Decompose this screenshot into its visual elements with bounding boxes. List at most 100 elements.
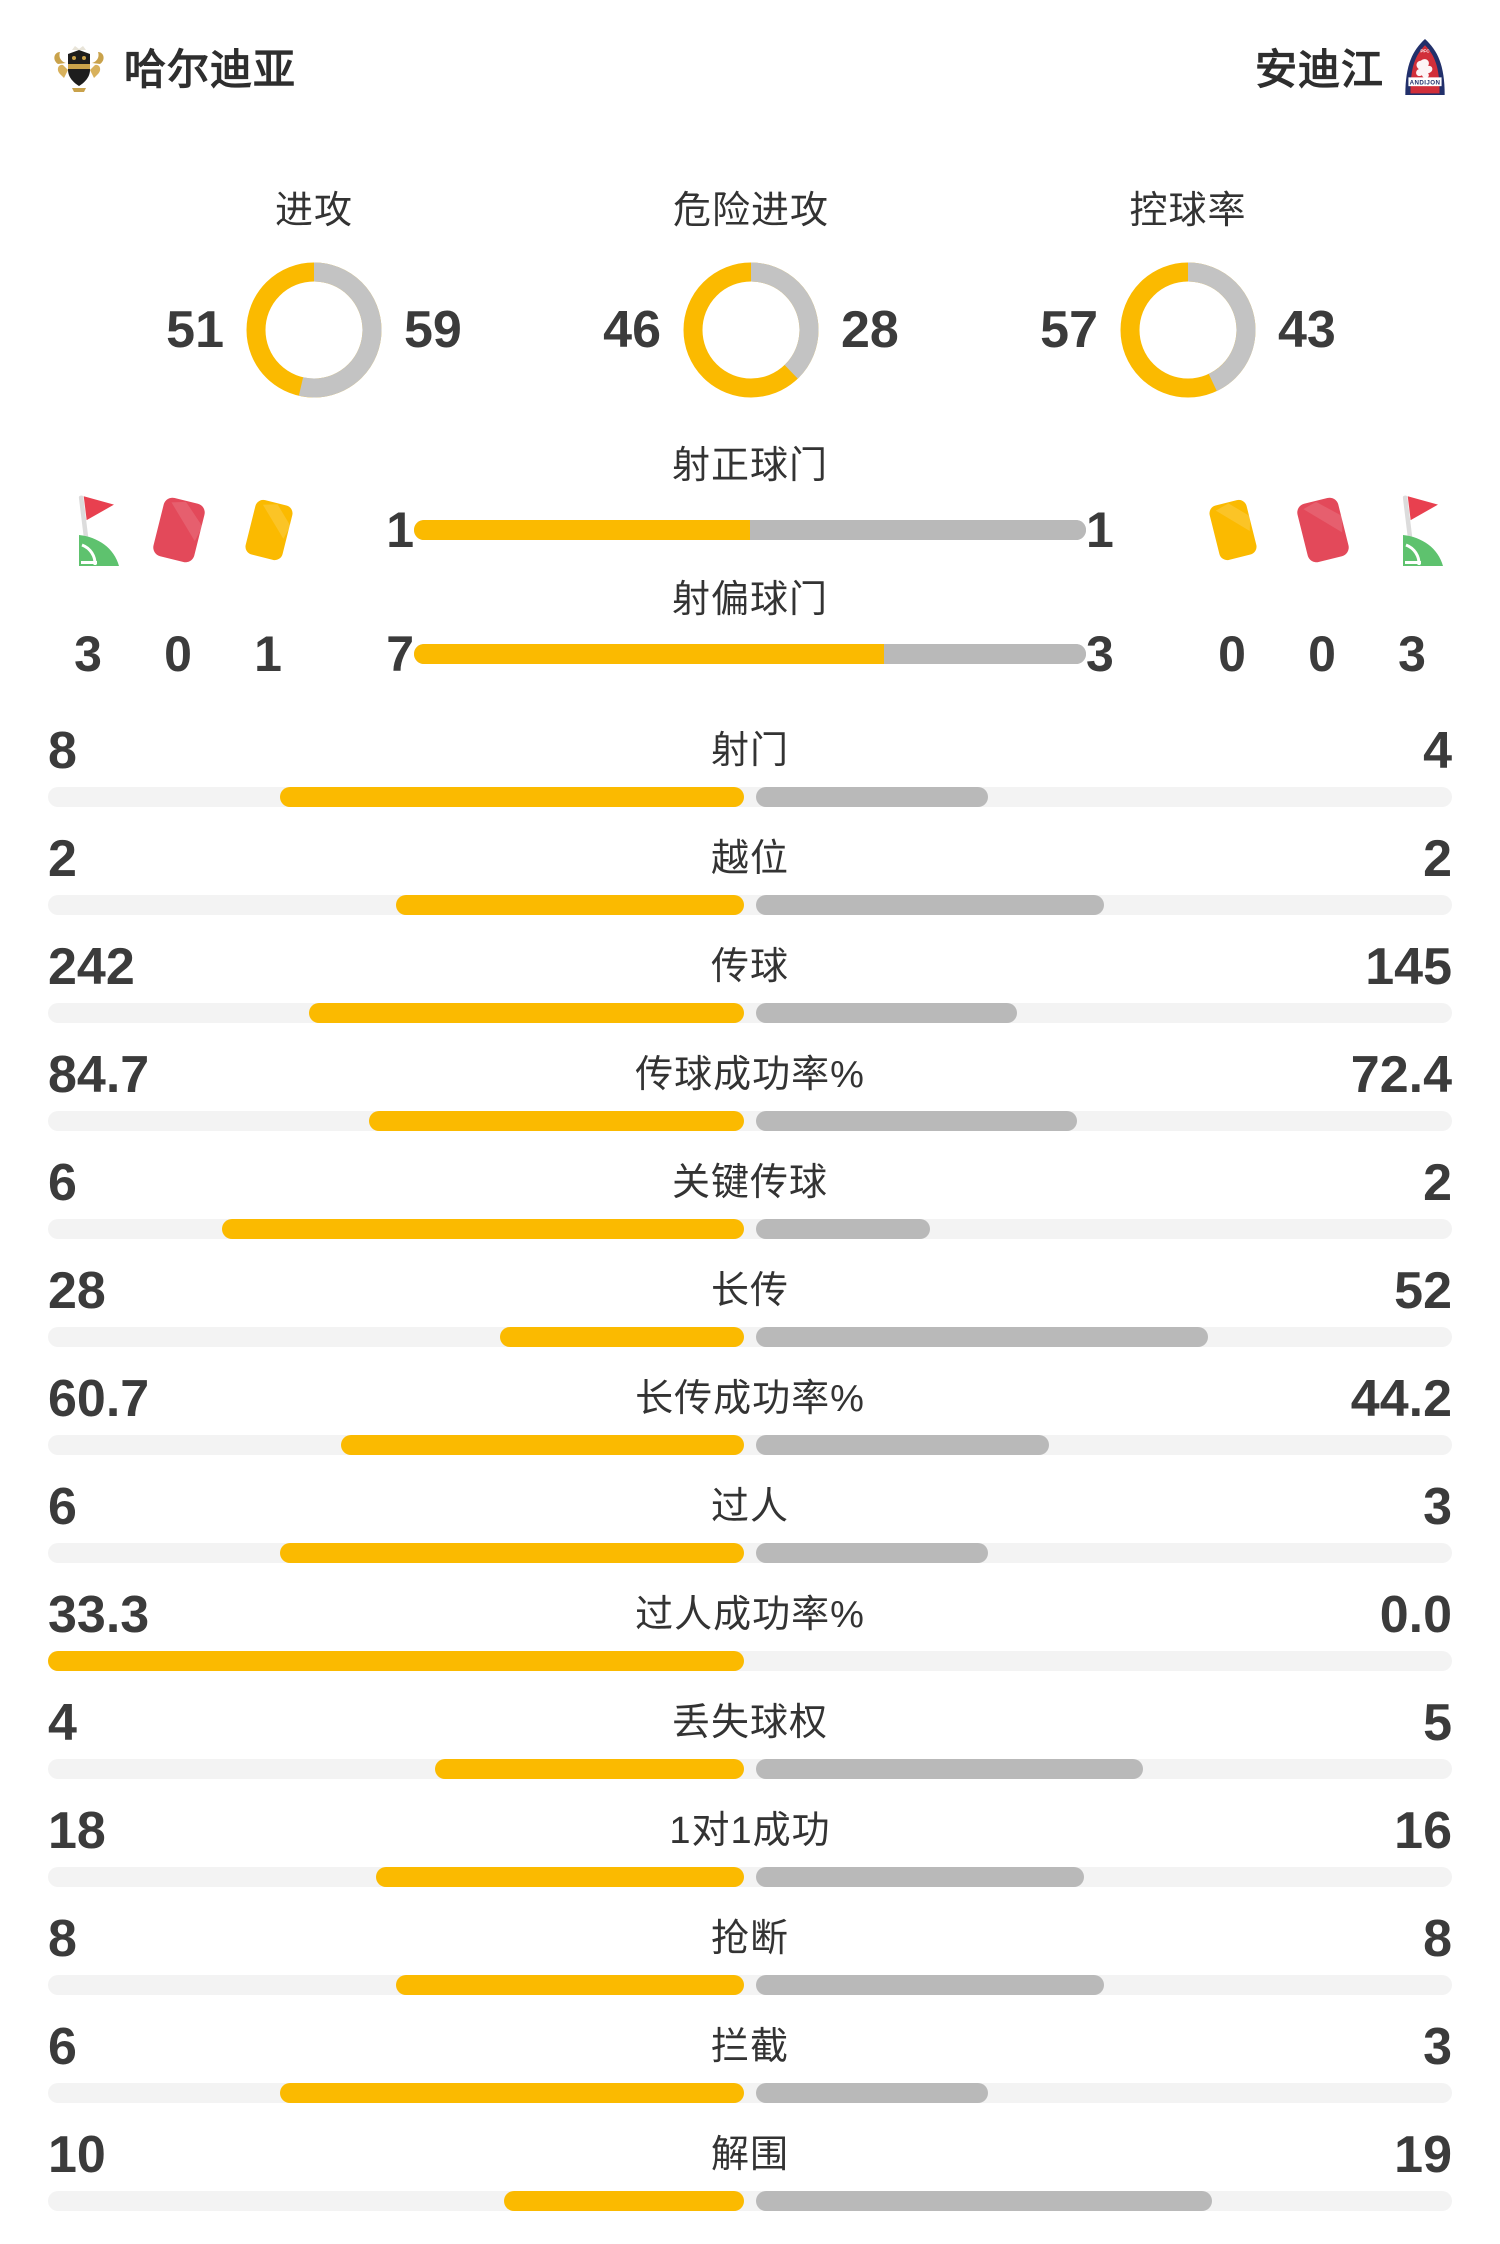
stat-home-value: 60.7 [48,1370,150,1428]
stat-home-value: 6 [48,1478,77,1536]
stat-bar-track [48,2191,1452,2211]
stat-bar-track [48,787,1452,807]
stat-away-value: 2 [1423,1154,1452,1212]
stat-bar-track [48,1543,1452,1563]
stat-home-bar [396,895,744,915]
home-red-cards-count: 0 [164,626,192,682]
stat-away-bar [756,2191,1212,2211]
stat-label: 越位 [710,838,789,880]
home-corners-count: 3 [74,626,102,682]
home-yellow-card-icon [235,491,301,569]
shots-off-target-away-bar [884,644,1086,664]
shots-on-target-away-bar [750,520,1086,540]
stat-away-value: 0.0 [1379,1586,1452,1644]
stat-label: 丢失球权 [671,1702,828,1744]
away-yellow-card-icon [1199,491,1265,569]
shots-on-target-home-bar [414,520,750,540]
stat-away-value: 72.4 [1350,1046,1452,1104]
stat-row: 242 传球 145 [48,940,1452,1023]
stat-away-bar [756,1219,930,1239]
away-team: 安迪江 PFC ANDIJON [1255,36,1450,97]
shots-on-target-home-value: 1 [386,502,414,558]
home-red-card-icon [145,491,211,569]
stat-away-bar [756,1003,1017,1023]
stat-away-value: 52 [1394,1262,1452,1320]
donut-stat-label: 控球率 [1129,190,1247,232]
stat-away-bar [756,1435,1050,1455]
home-yellow-cards-count: 1 [254,626,282,682]
stat-home-value: 242 [48,938,135,996]
stat-bar-track [48,2083,1452,2103]
stat-label: 解围 [710,2134,789,2176]
stats-section: 8 射门 4 2 越位 2 242 传球 [0,724,1500,2211]
donut-home-value: 46 [603,301,661,359]
stat-label: 抢断 [710,1918,789,1960]
stat-home-bar [308,1003,744,1023]
shots-off-target-home-bar [414,644,885,664]
stat-away-value: 44.2 [1350,1370,1452,1428]
donut-away-value: 43 [1278,301,1336,359]
stat-home-value: 2 [48,830,77,888]
stat-label: 1对1成功 [669,1810,831,1852]
discipline-icons-row: 1 1 [0,490,1500,570]
discipline-numbers-row: 3 0 1 7 3 0 0 3 [0,624,1500,684]
stat-home-bar [500,1327,744,1347]
stat-row: 18 1对1成功 16 [48,1804,1452,1887]
stat-away-value: 3 [1423,2018,1452,2076]
stat-home-value: 84.7 [48,1046,150,1104]
stat-label: 长传 [710,1270,789,1312]
home-corner-flag-icon [55,491,121,569]
donut-stat-label: 危险进攻 [672,190,829,232]
stat-home-value: 8 [48,722,77,780]
home-team-logo-icon [54,45,104,92]
stat-home-bar [222,1219,744,1239]
stat-home-value: 8 [48,1910,77,1968]
stat-label: 拦截 [710,2026,789,2068]
away-red-cards-count: 0 [1308,626,1336,682]
donut-charts-section: 进攻 51 59 危险进攻 46 28 控球 [0,179,1500,398]
donut-away-value: 28 [841,301,899,359]
shots-on-target-bar [414,520,1086,540]
stat-label: 长传成功率% [635,1378,865,1420]
svg-text:PFC: PFC [1420,48,1430,53]
donut-chart [683,262,819,398]
donut-chart [1120,262,1256,398]
stat-home-value: 28 [48,1262,106,1320]
home-team: 哈尔迪亚 [50,36,296,97]
stat-row: 28 长传 52 [48,1264,1452,1347]
stat-home-bar [368,1111,744,1131]
stat-row: 60.7 长传成功率% 44.2 [48,1372,1452,1455]
stat-label: 传球 [710,946,789,988]
away-team-logo-icon: PFC ANDIJON [1405,38,1445,95]
stat-row: 8 抢断 8 [48,1912,1452,1995]
stat-home-value: 18 [48,1802,106,1860]
stat-bar-track [48,1651,1452,1671]
donut-stat-label: 进攻 [274,190,353,232]
away-corners-count: 3 [1398,626,1426,682]
away-red-card-icon [1289,491,1355,569]
stat-row: 4 丢失球权 5 [48,1696,1452,1779]
stat-row: 6 拦截 3 [48,2020,1452,2103]
stat-away-value: 8 [1423,1910,1452,1968]
stat-home-bar [375,1867,744,1887]
donut-home-value: 51 [166,301,224,359]
stat-label: 射门 [710,730,789,772]
stat-home-bar [280,1543,744,1563]
stat-away-bar [756,1111,1077,1131]
stat-home-bar [341,1435,744,1455]
stat-away-value: 3 [1423,1478,1452,1536]
stat-label: 过人 [710,1486,789,1528]
shots-off-target-home-value: 7 [386,626,414,682]
donut-home-value: 57 [1040,301,1098,359]
stat-bar-track [48,1435,1452,1455]
stat-away-value: 5 [1423,1694,1452,1752]
donut-away-value: 59 [404,301,462,359]
donut-stat-column: 危险进攻 46 28 [599,179,903,398]
stat-bar-track [48,1003,1452,1023]
stat-home-bar [280,2083,744,2103]
stat-away-value: 16 [1394,1802,1452,1860]
stat-home-value: 6 [48,1154,77,1212]
stat-label: 关键传球 [671,1162,828,1204]
stat-bar-track [48,1111,1452,1131]
